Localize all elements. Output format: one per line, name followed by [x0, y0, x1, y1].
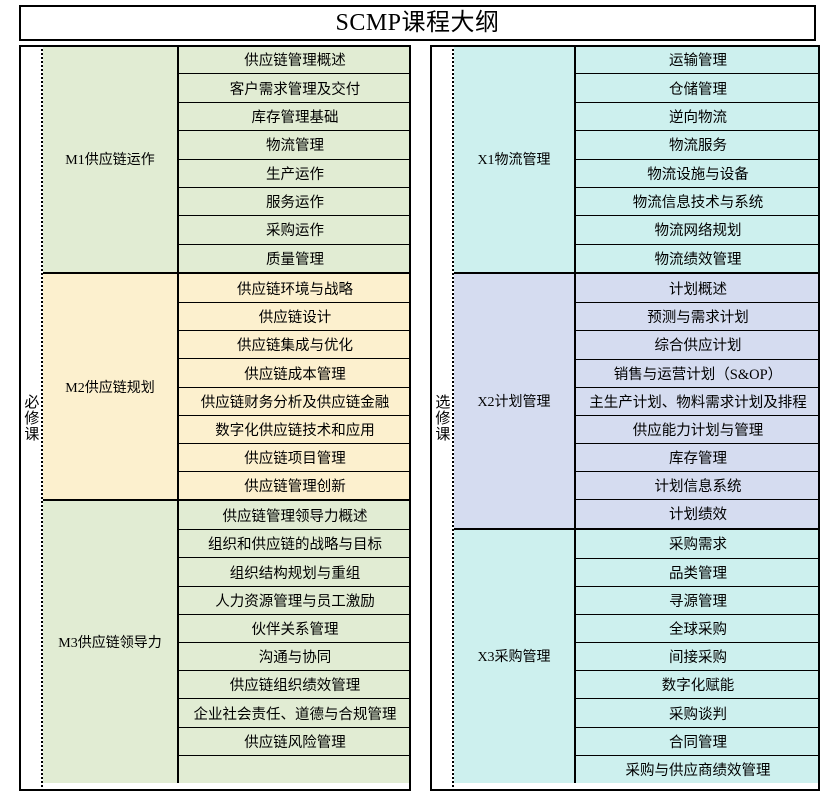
topic-row-empty: [179, 754, 411, 783]
topic-row[interactable]: 数字化赋能: [576, 670, 820, 698]
topic-row[interactable]: 沟通与协同: [179, 642, 411, 670]
topic-row[interactable]: 供应链管理创新: [179, 471, 411, 499]
topic-list: 采购需求品类管理 寻源管理 全球采购 间接采购 数字化赋能 采购谈判 合同管理 采购与供应商绩…: [576, 530, 820, 783]
topic-row[interactable]: 伙伴关系管理: [179, 613, 411, 642]
module-group-name: X1物流管理: [454, 45, 576, 273]
topic-row[interactable]: 综合供应计划: [576, 330, 820, 358]
topic-row[interactable]: 服务运作: [179, 186, 411, 215]
module-group[interactable]: M2供应链规划 供应链环境与战略 供应链设计 供应链集成与优化 供应链成本管理 供应链财务…: [43, 272, 411, 500]
module-group[interactable]: X1物流管理 运输管理 仓储管理 逆向物流 物流服务 物流设施与设备 物流信息技术与系统 物流…: [454, 45, 820, 273]
module-group[interactable]: M1供应链运作 供应链管理概述 客户需求管理及交付 库存管理基础 物流管理 生产运作 服务运…: [43, 45, 411, 273]
topic-row[interactable]: 采购谈判: [576, 698, 820, 726]
topic-row[interactable]: 库存管理: [576, 443, 820, 471]
vertical-category-text: 必修课: [22, 394, 39, 442]
topic-row[interactable]: 企业社会责任、道德与合规管理: [179, 698, 411, 726]
topic-row[interactable]: 计划概述: [669, 281, 727, 298]
topic-row[interactable]: 物流信息技术与系统: [576, 186, 820, 215]
topic-list: 供应链管理领导力概述组织和供应链的战略与目标 组织结构规划与重组 人力资源管理与员工…: [179, 501, 411, 783]
vertical-category-label-elective: 选修课: [430, 45, 454, 791]
topic-row[interactable]: 计划绩效: [576, 499, 820, 527]
topic-row[interactable]: 物流网络规划: [576, 215, 820, 243]
topic-row[interactable]: 供应链组织绩效管理: [179, 670, 411, 698]
topic-row[interactable]: 供应链成本管理: [179, 358, 411, 386]
topic-row[interactable]: 销售与运营计划（S&OP）: [576, 358, 820, 387]
topic-row[interactable]: 逆向物流: [576, 101, 820, 130]
vertical-category-label-required: 必修课: [19, 45, 43, 791]
topic-row[interactable]: 供应链管理概述: [244, 52, 346, 69]
module-group[interactable]: X3采购管理 采购需求 品类管理 寻源管理 全球采购 间接采购 数字化赋能 采购谈判 合同管理采…: [454, 527, 820, 783]
module-group[interactable]: M3供应链领导力 供应链管理领导力概述 组织和供应链的战略与目标 组织结构规划与重组人…: [43, 499, 411, 783]
topic-row[interactable]: 供应能力计划与管理: [576, 414, 820, 443]
topic-row[interactable]: 供应链集成与优化: [179, 330, 411, 358]
topic-list: 计划概述预测与需求计划 综合供应计划 销售与运营计划（S&OP） 主生产计划、物料需求…: [576, 274, 820, 527]
topic-row[interactable]: 主生产计划、物料需求计划及排程: [576, 386, 820, 415]
page-title-bar: SCMP课程大纲: [19, 5, 816, 41]
topic-list: 供应链环境与战略供应链设计 供应链集成与优化 供应链成本管理 供应链财务分析及供应链金…: [179, 274, 411, 499]
topic-row[interactable]: 客户需求管理及交付: [179, 73, 411, 101]
topic-row[interactable]: 供应链管理领导力概述: [222, 508, 368, 525]
vertical-category-text: 选修课: [433, 394, 450, 442]
topic-row[interactable]: 供应链设计: [179, 302, 411, 330]
topic-row[interactable]: 仓储管理: [576, 73, 820, 101]
module-group-name: X2计划管理: [454, 274, 576, 528]
elective-courses-table: 选修课 X1物流管理 运输管理 仓储管理 逆向物流 物流服务 物流设施与设备 物流信息技术与系…: [430, 45, 820, 791]
topic-row[interactable]: 采购运作: [179, 215, 411, 243]
topic-row[interactable]: 合同管理: [576, 726, 820, 755]
module-groups-required: M1供应链运作 供应链管理概述 客户需求管理及交付 库存管理基础 物流管理 生产运作 服务运…: [43, 45, 411, 791]
topic-row[interactable]: 物流管理: [179, 130, 411, 158]
topic-list: 供应链管理概述客户需求管理及交付 库存管理基础 物流管理 生产运作 服务运作 采购运作 质量…: [179, 45, 411, 272]
topic-row[interactable]: 供应链风险管理: [179, 726, 411, 755]
topic-row[interactable]: 物流绩效管理: [576, 243, 820, 272]
topic-row[interactable]: 间接采购: [576, 642, 820, 670]
module-group-name: M2供应链规划: [43, 274, 179, 500]
topic-row[interactable]: 预测与需求计划: [576, 302, 820, 330]
topic-list: 运输管理仓储管理 逆向物流 物流服务 物流设施与设备 物流信息技术与系统 物流网络规划 物流…: [576, 45, 820, 272]
module-groups-elective: X1物流管理 运输管理 仓储管理 逆向物流 物流服务 物流设施与设备 物流信息技术与系统 物流…: [454, 45, 820, 791]
topic-row[interactable]: 生产运作: [179, 158, 411, 187]
topic-row[interactable]: 质量管理: [179, 243, 411, 272]
topic-row[interactable]: 库存管理基础: [179, 101, 411, 130]
topic-row[interactable]: 全球采购: [576, 613, 820, 642]
topic-row[interactable]: 供应链项目管理: [179, 442, 411, 471]
page-title: SCMP课程大纲: [335, 10, 500, 36]
module-group-name: X3采购管理: [454, 529, 576, 783]
module-group-name: M1供应链运作: [43, 45, 179, 273]
topic-row[interactable]: 计划信息系统: [576, 471, 820, 499]
module-group-name: M3供应链领导力: [43, 501, 179, 783]
topic-row[interactable]: 物流设施与设备: [576, 158, 820, 187]
topic-row[interactable]: 采购与供应商绩效管理: [576, 754, 820, 783]
topic-row[interactable]: 组织结构规划与重组: [179, 557, 411, 585]
topic-row[interactable]: 寻源管理: [576, 585, 820, 614]
topic-row[interactable]: 组织和供应链的战略与目标: [179, 529, 411, 557]
topic-row[interactable]: 供应链环境与战略: [237, 281, 353, 298]
module-group[interactable]: X2计划管理 计划概述 预测与需求计划 综合供应计划 销售与运营计划（S&OP） 主生产计…: [454, 272, 820, 528]
topic-row[interactable]: 供应链财务分析及供应链金融: [179, 386, 411, 415]
topic-row[interactable]: 采购需求: [669, 537, 727, 554]
topic-row[interactable]: 运输管理: [669, 52, 727, 69]
topic-row[interactable]: 品类管理: [576, 557, 820, 586]
required-courses-table: 必修课 M1供应链运作 供应链管理概述 客户需求管理及交付 库存管理基础 物流管理 生产运作…: [19, 45, 411, 791]
topic-row[interactable]: 数字化供应链技术和应用: [179, 414, 411, 443]
topic-row[interactable]: 物流服务: [576, 130, 820, 158]
topic-row[interactable]: 人力资源管理与员工激励: [179, 585, 411, 614]
